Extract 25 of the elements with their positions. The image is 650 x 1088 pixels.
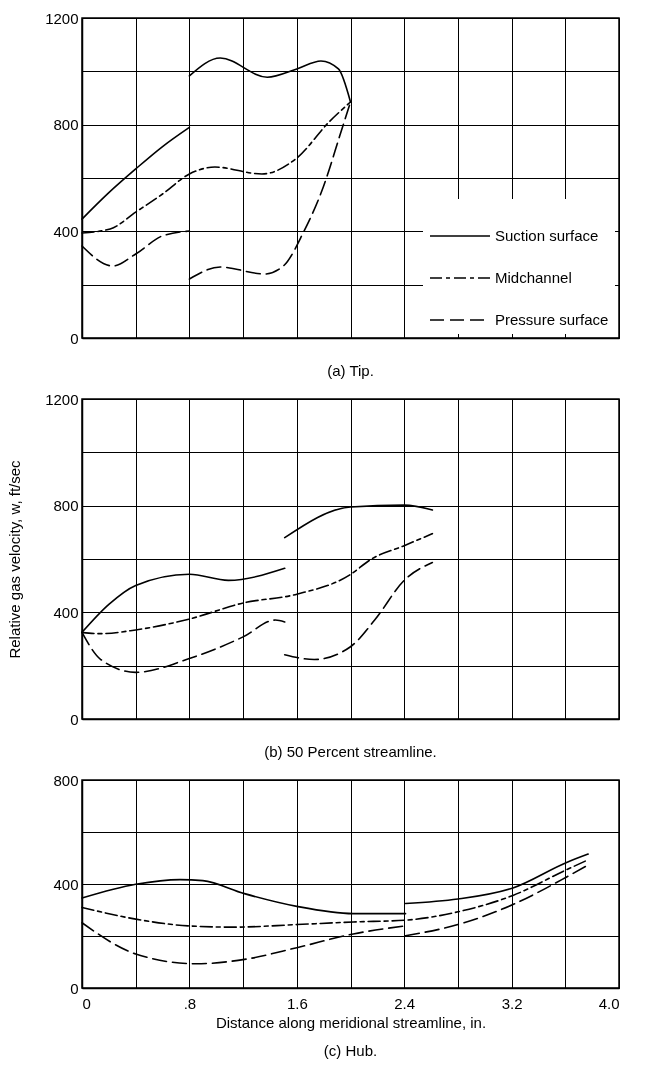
y-tick-label: 1200 xyxy=(45,9,79,27)
y-tick-label: 800 xyxy=(53,771,79,789)
y-tick-label: 0 xyxy=(70,979,79,997)
y-axis-title: Relative gas velocity, w, ft/sec xyxy=(6,459,24,659)
y-tick-label: 800 xyxy=(53,497,79,515)
y-tick-label: 400 xyxy=(53,222,79,240)
x-tick-label: 4.0 xyxy=(598,994,620,1012)
text: (b) 50 Percent streamline. xyxy=(264,743,437,760)
text: (a) Tip. xyxy=(327,362,374,379)
x-tick-label: 0 xyxy=(82,994,91,1012)
text: (c) Hub. xyxy=(323,1042,378,1059)
x-tick-label: .8 xyxy=(183,994,197,1012)
legend-label: Midchannel xyxy=(495,269,572,286)
legend-label: Pressure surface xyxy=(495,311,609,328)
y-tick-label: 400 xyxy=(53,603,79,621)
y-tick-label: 0 xyxy=(70,329,79,347)
x-tick-label: 1.6 xyxy=(286,994,308,1012)
x-tick-label: 3.2 xyxy=(501,994,523,1012)
x-tick-label: 2.4 xyxy=(394,994,416,1012)
y-tick-label: 800 xyxy=(53,116,79,134)
legend-label: Suction surface xyxy=(495,227,599,244)
y-tick-label: 400 xyxy=(53,875,79,893)
y-tick-label: 1200 xyxy=(45,390,79,408)
y-tick-label: 0 xyxy=(70,710,79,728)
x-axis-title: Distance along meridional streamline, in. xyxy=(215,1013,487,1031)
